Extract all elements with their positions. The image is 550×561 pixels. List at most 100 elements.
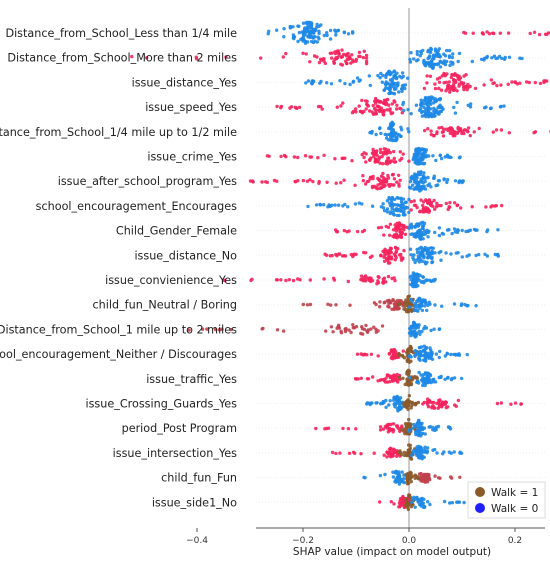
- shap-point: [389, 250, 393, 255]
- shap-point: [452, 201, 457, 205]
- x-tick-label: −0.2: [292, 536, 314, 546]
- shap-point: [449, 352, 453, 357]
- shap-point: [368, 255, 373, 260]
- shap-point: [310, 39, 314, 44]
- shap-point: [307, 29, 312, 33]
- shap-point: [319, 23, 323, 27]
- shap-point: [510, 80, 514, 84]
- legend-marker: [475, 487, 485, 497]
- shap-point: [391, 138, 395, 143]
- shap-point: [427, 475, 431, 480]
- shap-point: [428, 373, 433, 378]
- shap-point: [407, 429, 411, 433]
- shap-point: [437, 233, 442, 238]
- shap-point: [391, 428, 396, 432]
- shap-point: [441, 134, 446, 138]
- shap-point: [392, 450, 396, 455]
- shap-point: [392, 307, 396, 312]
- x-tick-label: 0.2: [508, 536, 522, 546]
- shap-point: [346, 279, 350, 284]
- shap-point: [406, 309, 411, 313]
- feature-label: issue_distance_No: [134, 249, 237, 262]
- shap-point: [386, 451, 390, 455]
- shap-point: [426, 235, 430, 239]
- shap-point: [375, 153, 379, 157]
- feature-dots: [365, 394, 523, 413]
- shap-point: [379, 174, 384, 178]
- shap-point: [387, 305, 391, 309]
- shap-point: [459, 206, 463, 210]
- shap-point: [466, 86, 470, 90]
- plot-area: [130, 8, 550, 528]
- shap-point: [441, 232, 446, 236]
- shap-point: [395, 213, 400, 218]
- shap-point: [335, 105, 339, 109]
- shap-point: [414, 59, 419, 63]
- shap-point: [397, 173, 401, 177]
- shap-point: [402, 108, 406, 113]
- shap-point: [452, 73, 457, 78]
- shap-point: [423, 477, 427, 482]
- shap-point: [395, 397, 399, 402]
- feature-label: issue_traffic_Yes: [146, 373, 237, 386]
- shap-point: [401, 376, 405, 380]
- shap-point: [415, 250, 420, 255]
- shap-point: [500, 203, 504, 208]
- shap-point: [301, 30, 305, 35]
- shap-point: [413, 305, 417, 309]
- shap-point: [460, 180, 464, 185]
- shap-point: [397, 226, 401, 230]
- shap-point: [442, 52, 446, 56]
- shap-point: [351, 326, 355, 330]
- shap-point: [419, 51, 423, 56]
- shap-point: [382, 301, 386, 305]
- shap-point: [378, 500, 382, 504]
- feature-label: issue_after_school_program_Yes: [58, 175, 237, 188]
- shap-point: [399, 478, 404, 482]
- shap-point: [431, 96, 435, 100]
- shap-point: [362, 151, 366, 155]
- shap-point: [433, 303, 437, 307]
- shap-point: [362, 228, 367, 233]
- shap-point: [442, 59, 446, 63]
- shap-point: [394, 249, 399, 253]
- shap-point: [229, 327, 233, 332]
- shap-point: [381, 162, 385, 166]
- shap-point: [392, 149, 396, 154]
- shap-point: [392, 276, 396, 280]
- shap-point: [404, 424, 409, 428]
- shap-point: [345, 61, 349, 66]
- shap-point: [302, 39, 306, 43]
- shap-point: [325, 33, 329, 38]
- shap-point: [301, 178, 306, 183]
- shap-point: [442, 450, 446, 454]
- shap-point: [436, 179, 441, 183]
- feature-label: issue_crime_Yes: [147, 151, 237, 164]
- shap-point: [317, 31, 321, 36]
- shap-point: [400, 156, 404, 161]
- shap-point: [458, 76, 463, 80]
- shap-point: [449, 252, 453, 256]
- shap-point: [380, 154, 384, 159]
- feature-dots: [330, 443, 464, 461]
- shap-point: [279, 278, 283, 282]
- shap-point: [420, 447, 424, 451]
- feature-label: school_encouragement_Neither / Discourag…: [0, 348, 237, 361]
- shap-point: [303, 154, 308, 158]
- shap-point: [379, 131, 383, 136]
- shap-point: [325, 180, 329, 184]
- shap-point: [437, 327, 441, 332]
- shap-point: [359, 376, 363, 380]
- shap-point: [442, 81, 446, 85]
- shap-point: [498, 31, 502, 35]
- shap-point: [328, 51, 332, 55]
- shap-point: [314, 426, 318, 431]
- shap-point: [392, 302, 396, 306]
- shap-point: [448, 126, 452, 130]
- shap-point: [411, 451, 415, 456]
- shap-point: [275, 28, 279, 32]
- shap-point: [274, 278, 279, 282]
- shap-point: [396, 81, 400, 85]
- shap-point: [426, 201, 430, 205]
- feature-label: period_Post Program: [122, 422, 237, 435]
